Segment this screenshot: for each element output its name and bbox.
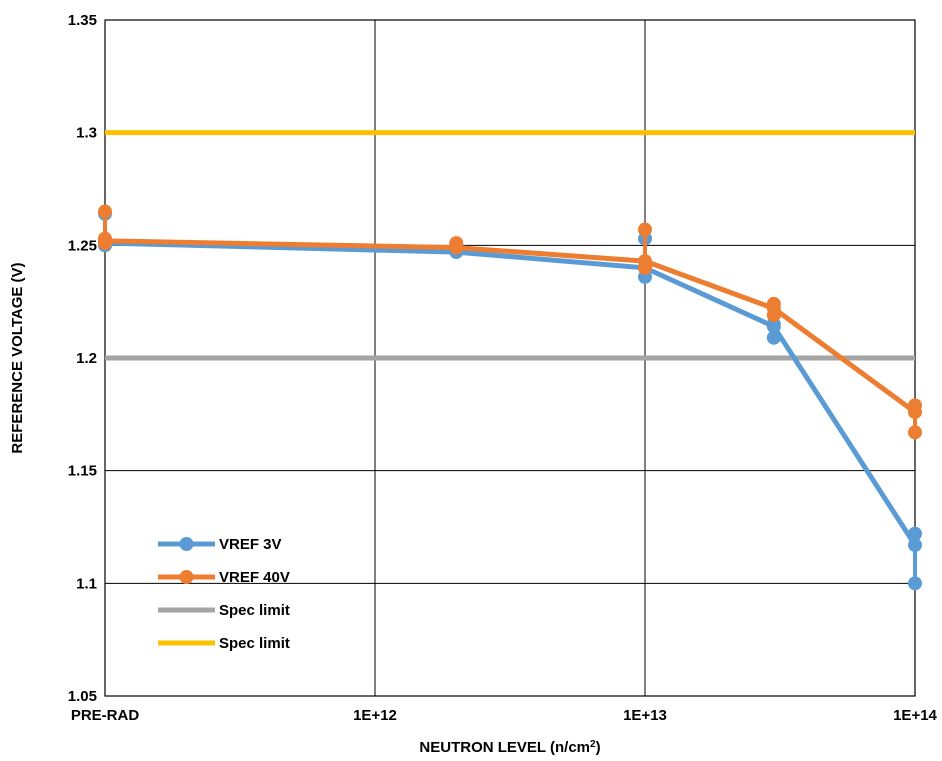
data-point — [638, 254, 652, 269]
y-tick-labels: 1.05 1.1 1.15 1.2 1.25 1.3 1.35 — [68, 12, 97, 705]
x-tick-label: 1E+14 — [893, 707, 937, 724]
x-axis-title-suffix: ) — [596, 739, 601, 756]
legend-label: VREF 3V — [219, 536, 282, 553]
series-layer — [98, 130, 922, 591]
series-2 — [98, 204, 922, 440]
legend-label: Spec limit — [219, 602, 290, 619]
data-point — [766, 296, 781, 311]
data-point — [98, 204, 112, 219]
legend-marker — [179, 570, 194, 584]
x-tick-label: PRE-RAD — [71, 707, 140, 724]
data-point — [908, 526, 922, 541]
y-tick-label: 1.25 — [68, 237, 97, 254]
x-axis-title-main: NEUTRON LEVEL (n/cm — [419, 739, 590, 756]
legend-marker — [179, 537, 194, 551]
data-point — [638, 222, 652, 237]
data-point — [908, 576, 922, 591]
data-point — [449, 236, 464, 251]
data-point — [908, 398, 922, 413]
data-point — [908, 538, 922, 553]
data-point — [98, 231, 112, 246]
x-tick-label: 1E+12 — [353, 707, 397, 724]
y-axis-title: REFERENCE VOLTAGE (V) — [9, 262, 26, 453]
y-tick-label: 1.05 — [68, 688, 97, 705]
data-point — [766, 330, 781, 345]
x-axis-title: NEUTRON LEVEL (n/cm2) — [419, 739, 600, 757]
data-point — [908, 425, 922, 440]
y-tick-label: 1.2 — [76, 350, 97, 367]
y-tick-label: 1.35 — [68, 12, 97, 29]
y-tick-label: 1.15 — [68, 463, 97, 480]
x-tick-label: 1E+13 — [623, 707, 667, 724]
y-tick-label: 1.3 — [76, 125, 97, 142]
y-tick-label: 1.1 — [76, 575, 97, 592]
x-axis-title-superscript: 2 — [590, 739, 596, 750]
legend-label: VREF 40V — [219, 569, 290, 586]
legend-label: Spec limit — [219, 635, 290, 652]
x-tick-labels: PRE-RAD 1E+12 1E+13 1E+14 — [71, 707, 938, 724]
legend: VREF 3V VREF 40V Spec limit Spec limit — [158, 536, 290, 652]
